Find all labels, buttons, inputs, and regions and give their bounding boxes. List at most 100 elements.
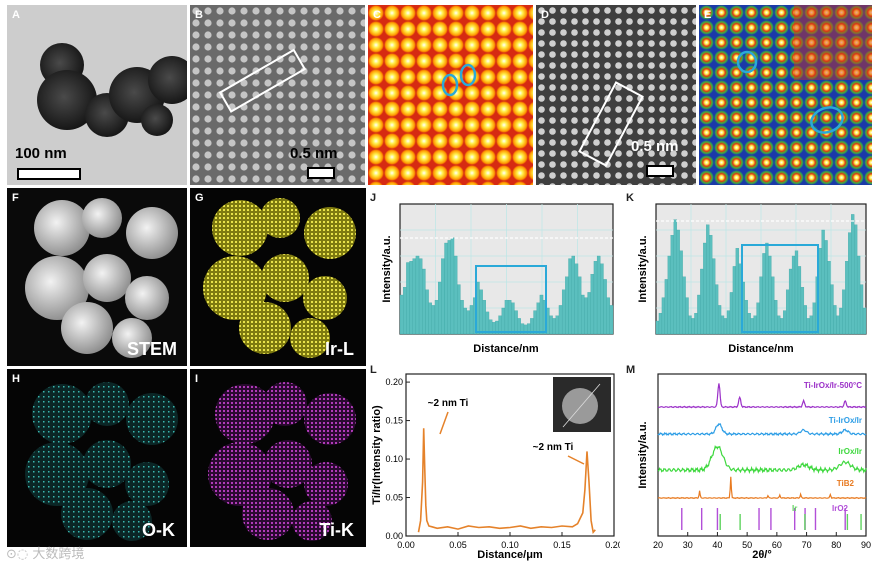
profile-bar: [676, 229, 680, 335]
profile-bar: [655, 320, 660, 335]
profile-bar: [744, 300, 748, 335]
profile-bar: [759, 276, 763, 335]
scale-bar-label: 0.5 nm: [290, 145, 338, 162]
x-tick-label: 0.15: [553, 540, 571, 550]
x-tick-label: 50: [742, 540, 752, 550]
profile-bar: [836, 315, 840, 335]
panel-b-hrtem-image: B 0.5 nm: [190, 5, 365, 185]
profile-bar: [415, 255, 420, 335]
x-tick-label: 80: [831, 540, 841, 550]
profile-bar: [717, 305, 722, 335]
profile-bar: [661, 297, 666, 335]
profile-bar: [536, 302, 541, 335]
profile-bar: [709, 235, 713, 335]
profile-bar: [664, 279, 668, 335]
profile-bar: [418, 258, 423, 335]
profile-bar: [447, 240, 452, 335]
profile-bar: [667, 255, 671, 335]
profile-bar: [584, 297, 588, 335]
panel-label: M: [626, 364, 636, 376]
profile-bar: [431, 305, 436, 335]
x-tick-label: 0.10: [501, 540, 519, 550]
panel-label: F: [12, 192, 19, 204]
profile-bar: [507, 300, 512, 335]
profile-bar: [712, 258, 716, 335]
profile-bar: [425, 289, 429, 335]
profile-bar: [691, 318, 695, 335]
profile-bar: [762, 253, 766, 335]
profile-bar: [457, 284, 461, 335]
profile-bar: [539, 294, 544, 335]
annotation-arrow: [439, 411, 449, 435]
panel-label: K: [626, 192, 634, 204]
profile-bar: [765, 242, 769, 335]
profile-bar: [827, 261, 831, 335]
watermark-text: 大数跨境: [32, 547, 85, 562]
profile-bar: [606, 297, 610, 335]
o-distribution: [25, 382, 178, 541]
y-axis-label: Intensity/a.u.: [637, 235, 649, 302]
profile-bar: [788, 268, 793, 335]
x-tick-label: 60: [772, 540, 782, 550]
profile-bar: [552, 318, 556, 335]
profile-bar: [549, 315, 553, 335]
map-label: Ir-L: [325, 339, 354, 359]
profile-bar: [658, 313, 663, 335]
profile-bar: [726, 310, 731, 335]
map-label: STEM: [126, 339, 177, 359]
profile-bar: [501, 307, 506, 335]
x-tick-label: 90: [861, 540, 871, 550]
profile-bar: [581, 294, 585, 335]
profile-bar: [444, 242, 448, 335]
highlight-box: [741, 244, 819, 333]
profile-bar: [856, 255, 861, 335]
xrd-series-line: [657, 383, 867, 409]
profile-bar: [694, 313, 698, 335]
profile-bar: [422, 268, 426, 335]
scale-bar-label: 0.5 nm: [631, 138, 679, 155]
profile-bar: [504, 300, 509, 335]
ratio-chart: 0.00 0.05 0.10 0.15 0.20 0.00 0.05 0.10 0.15 0.20…: [371, 373, 620, 561]
panel-i-ti-map: I Ti-K: [190, 369, 366, 547]
stem-particles: [25, 198, 178, 358]
profile-bar: [785, 289, 790, 335]
profile-bar: [441, 258, 445, 335]
x-tick-label: 30: [683, 540, 693, 550]
panel-g-ir-map: G Ir-L: [190, 188, 366, 366]
highlight-box: [475, 265, 547, 333]
profile-bar: [830, 284, 834, 335]
profile-bar: [833, 305, 837, 335]
panel-d-hrtem-image: D 0.5 nm: [536, 5, 696, 185]
scale-bar: [307, 167, 335, 179]
profile-bar: [561, 289, 566, 335]
profile-bar: [460, 300, 464, 335]
ti-distribution: [208, 382, 356, 541]
profile-bar: [845, 261, 849, 335]
profile-bar: [747, 313, 751, 335]
x-axis-label: Distance/nm: [473, 343, 539, 355]
profile-bar: [590, 274, 595, 335]
series-label-tib2: TiB2: [837, 479, 855, 488]
profile-bar: [839, 307, 843, 335]
profile-bar: [673, 219, 677, 335]
y-tick-label: 0.05: [385, 493, 403, 503]
profile-bar: [603, 279, 607, 335]
intensity-heatmap: [699, 5, 872, 185]
profile-bar: [791, 255, 796, 335]
profile-bar: [428, 302, 432, 335]
panel-label: A: [12, 9, 20, 21]
profile-bar: [679, 250, 683, 335]
map-label: Ti-K: [319, 520, 354, 540]
profile-bar: [568, 258, 572, 335]
x-axis-label: 2θ/°: [752, 549, 772, 561]
profile-bar: [862, 307, 867, 335]
profile-bar: [596, 255, 601, 335]
profile-bar: [469, 305, 474, 335]
profile-bar: [406, 262, 410, 335]
profile-bar: [463, 307, 467, 335]
panel-label: H: [12, 373, 20, 385]
profile-bar: [851, 214, 855, 335]
xrd-series-line: [657, 476, 867, 500]
profile-bar: [409, 261, 413, 335]
profile-bar: [824, 240, 828, 335]
